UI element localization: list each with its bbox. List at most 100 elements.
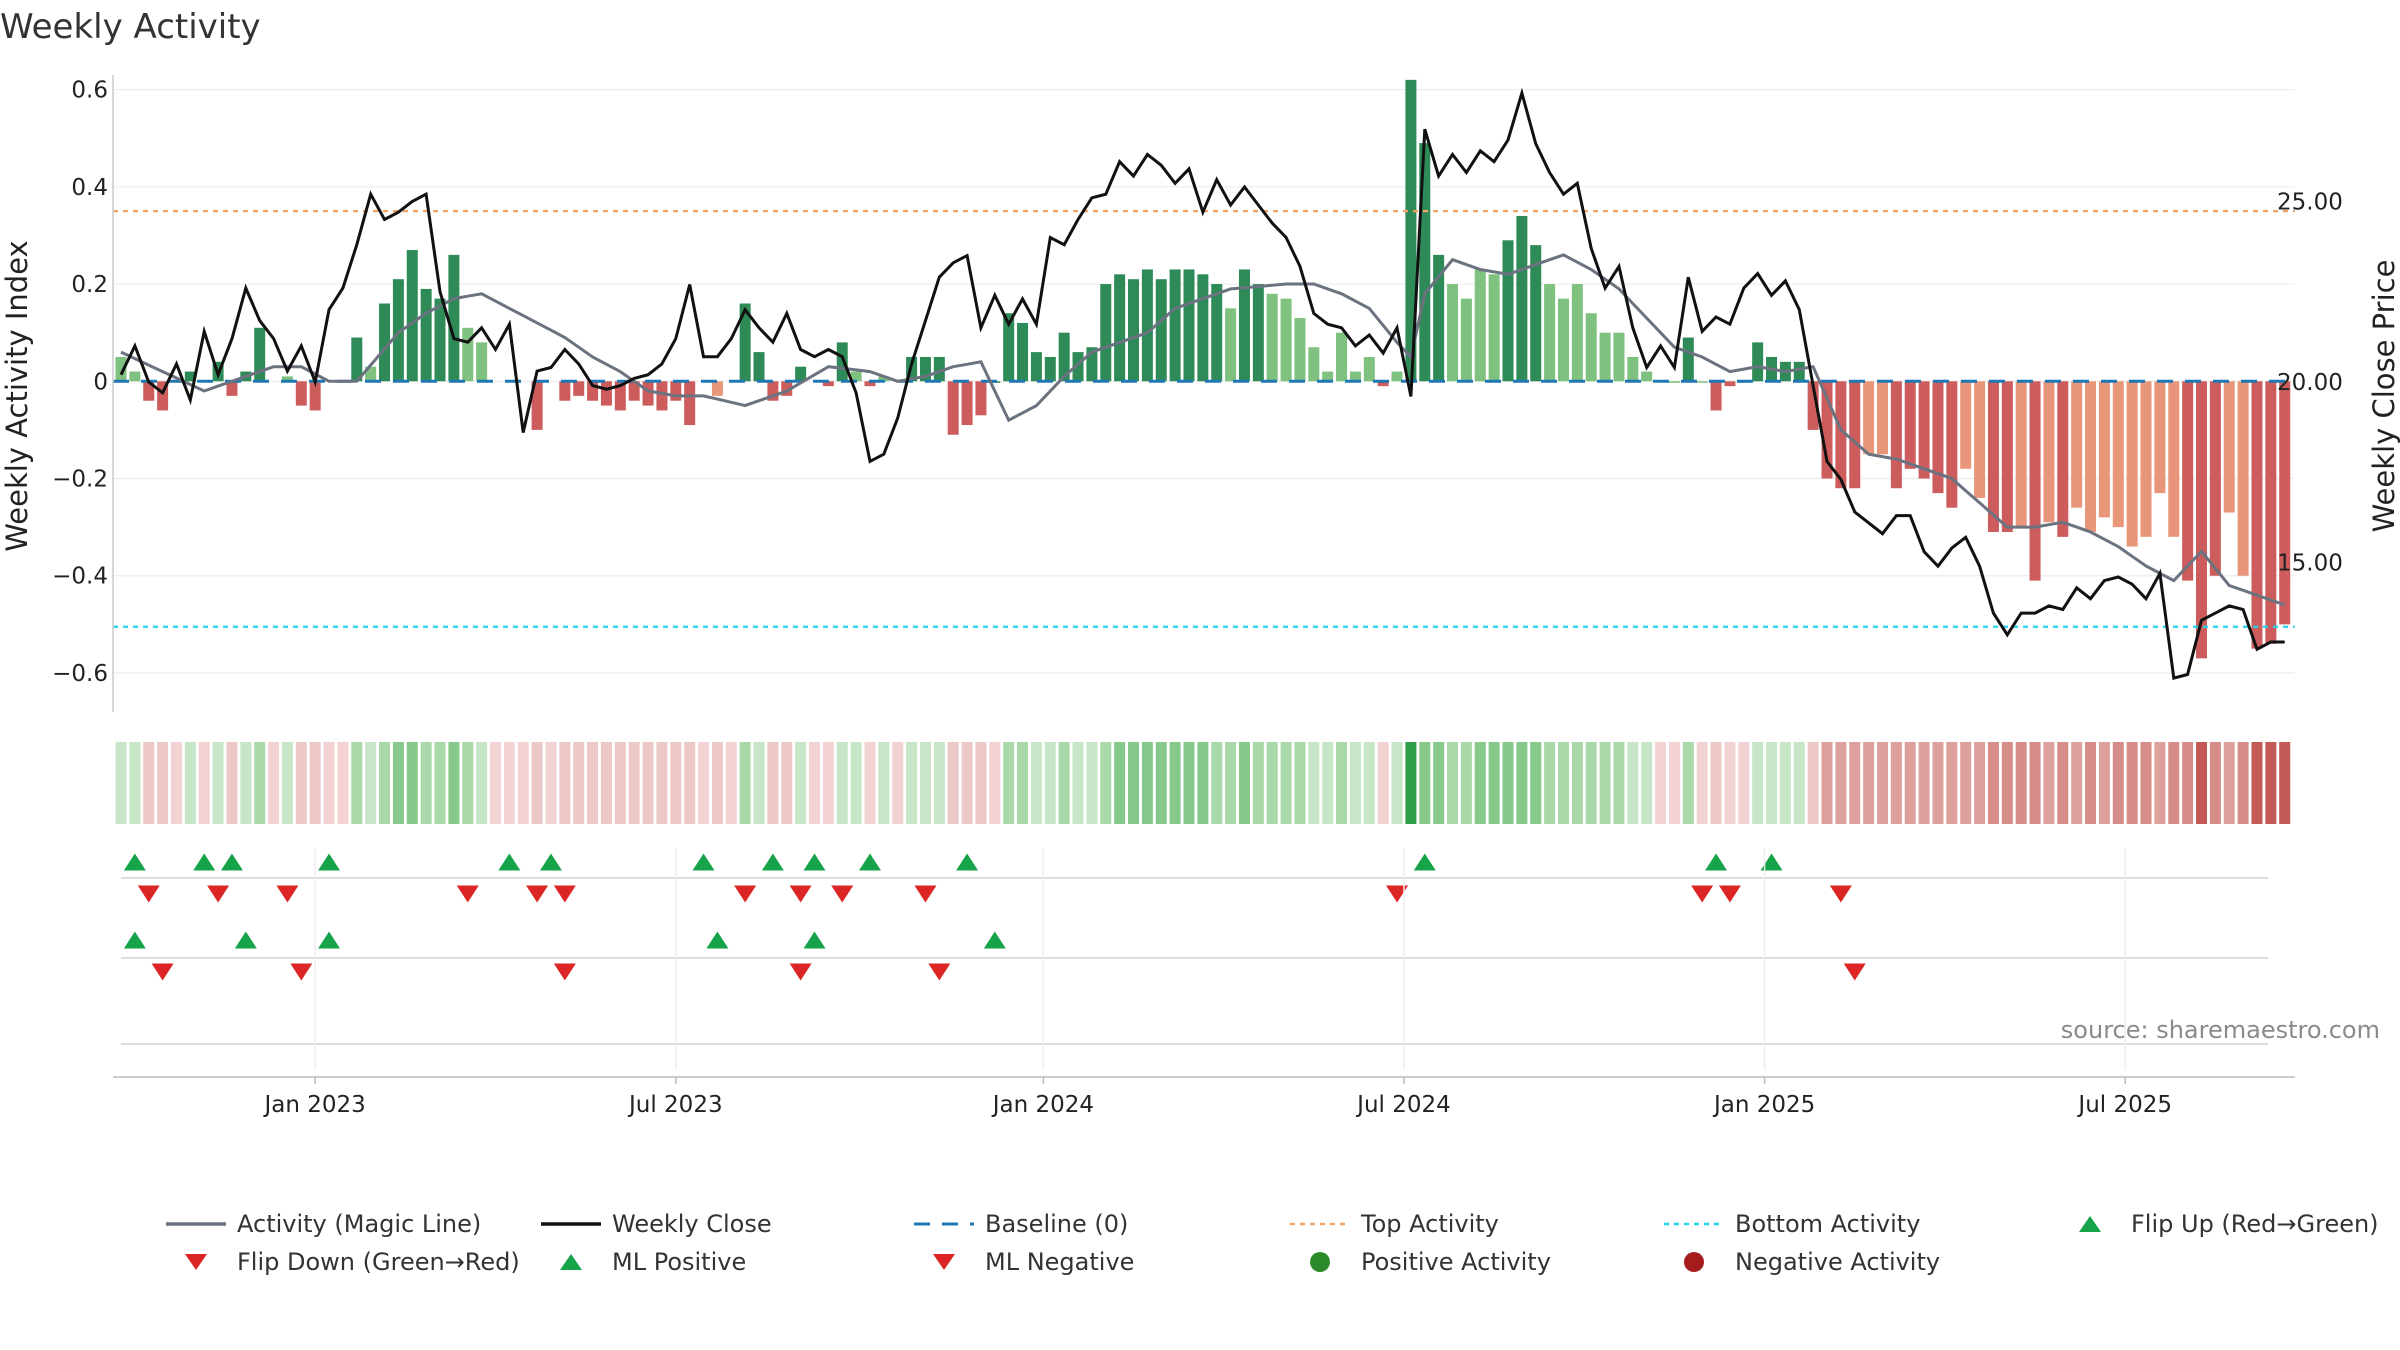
activity-bar: [2168, 381, 2180, 537]
legend-label: Weekly Close: [612, 1210, 772, 1238]
activity-bar: [476, 342, 488, 382]
activity-bar: [1613, 332, 1625, 382]
strip-cell: [2196, 742, 2207, 824]
strip-cell: [476, 742, 488, 824]
ml-positive-marker: [983, 931, 1006, 949]
strip-cell: [1779, 742, 1791, 824]
activity-bar: [406, 250, 418, 382]
activity-bar: [2265, 381, 2277, 644]
activity-bar: [1696, 381, 1708, 383]
strip-cell: [2209, 742, 2221, 824]
activity-bar: [1447, 284, 1459, 382]
strip-cell: [919, 742, 931, 824]
strip-cell: [2154, 742, 2166, 824]
strip-cell: [767, 742, 779, 824]
strip-cell: [1155, 742, 1167, 824]
legend-item: Activity (Magic Line): [166, 1210, 481, 1238]
strip-cell: [517, 742, 529, 824]
strip-cell: [725, 742, 737, 824]
legend-item: Bottom Activity: [1664, 1210, 1920, 1238]
strip-cell: [531, 742, 543, 824]
x-tick-label: Jan 2023: [263, 1092, 366, 1118]
strip-cell: [1932, 742, 1944, 824]
strip-cell: [337, 742, 349, 824]
strip-cell: [711, 742, 723, 824]
strip-cell: [739, 742, 751, 824]
activity-bar: [559, 381, 571, 401]
activity-bar: [1641, 371, 1653, 382]
strip-cell: [1294, 742, 1306, 824]
flip-down-marker: [789, 885, 812, 903]
strip-cell: [309, 742, 321, 824]
legend-label: Top Activity: [1360, 1210, 1499, 1238]
bars: [115, 79, 2291, 659]
activity-bar: [919, 356, 931, 382]
strip-cell: [989, 742, 1001, 824]
strip-cell: [864, 742, 876, 824]
flip-down-marker: [831, 885, 854, 903]
activity-bar: [642, 381, 654, 406]
legend-swatch: [1310, 1252, 1330, 1272]
activity-bar: [184, 371, 196, 382]
strip-cell: [698, 742, 710, 824]
legend-item: ML Positive: [560, 1248, 746, 1276]
strip-cell: [2001, 742, 2013, 824]
strip-cell: [1017, 742, 1029, 824]
flip-down-marker: [207, 885, 230, 903]
strip-cell: [781, 742, 793, 824]
activity-bar: [1086, 347, 1098, 382]
strip-cell: [1308, 742, 1320, 824]
y-tick-label: −0.4: [52, 564, 108, 590]
strip-cell: [448, 742, 460, 824]
activity-bar: [1987, 381, 1999, 532]
legend-item: Weekly Close: [541, 1210, 772, 1238]
strip-cell: [281, 742, 293, 824]
ml-negative-marker: [151, 963, 174, 981]
legend-item: Baseline (0): [914, 1210, 1128, 1238]
activity-bar: [878, 376, 890, 382]
activity-bar: [767, 381, 779, 401]
strip-cell: [1169, 742, 1181, 824]
strip-cell: [1544, 742, 1556, 824]
strip-cell: [1336, 742, 1348, 824]
strip-cell: [1044, 742, 1056, 824]
strip-cell: [559, 742, 571, 824]
ml-positive-marker: [234, 931, 257, 949]
strip-cell: [1585, 742, 1597, 824]
strip-cell: [1530, 742, 1542, 824]
legend-swatch: [185, 1254, 207, 1270]
strip-cell: [1141, 742, 1153, 824]
strip-cell: [1766, 742, 1778, 824]
activity-bar: [1876, 381, 1888, 455]
activity-bar: [2237, 381, 2249, 576]
strip-cell: [656, 742, 668, 824]
activity-bar: [1710, 381, 1722, 411]
activity-bar: [573, 381, 585, 396]
activity-bar: [1017, 322, 1029, 382]
legend-label: Negative Activity: [1735, 1248, 1940, 1276]
y-tick-label: −0.2: [52, 467, 108, 493]
strip-cell: [420, 742, 432, 824]
activity-magic-line: [120, 253, 2286, 607]
y-right-tick-label: 15.00: [2277, 551, 2343, 577]
strip-cell: [2112, 742, 2124, 824]
strip-cell: [906, 742, 918, 824]
activity-bar: [309, 381, 321, 411]
activity-bar: [1044, 356, 1056, 382]
activity-bar: [961, 381, 973, 426]
activity-bar: [1752, 342, 1764, 382]
strip-cell: [2057, 742, 2069, 824]
strip-cell: [809, 742, 820, 824]
legend-item: ML Negative: [933, 1248, 1134, 1276]
activity-bar: [1211, 284, 1223, 382]
activity-bar: [2182, 381, 2194, 581]
activity-bar: [1294, 318, 1306, 382]
strip-cell: [1003, 742, 1015, 824]
strip-cell: [1738, 742, 1750, 824]
activity-bar: [753, 352, 765, 382]
strip-cell: [1391, 742, 1403, 824]
strip-cell: [1225, 742, 1237, 824]
y-tick-label: 0: [93, 369, 108, 395]
strip-cell: [1211, 742, 1223, 824]
strip-cell: [365, 742, 377, 824]
